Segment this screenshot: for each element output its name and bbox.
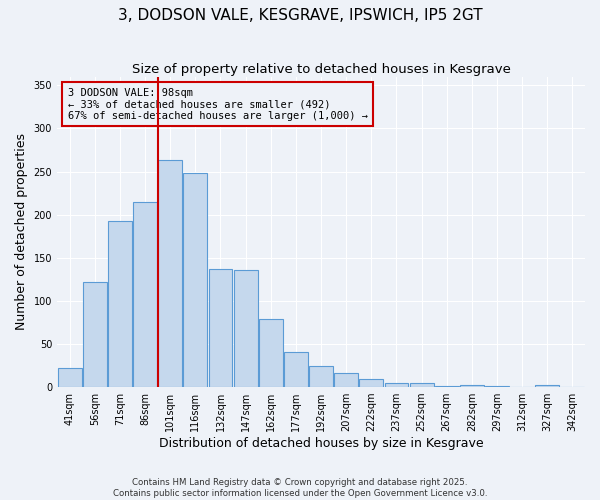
Bar [133, 202, 157, 387]
Bar [158, 160, 182, 387]
Bar [535, 386, 559, 387]
Bar [259, 319, 283, 387]
Bar [485, 386, 509, 387]
Bar [385, 383, 409, 387]
Y-axis label: Number of detached properties: Number of detached properties [15, 134, 28, 330]
Bar [284, 352, 308, 387]
Bar [460, 386, 484, 387]
Bar [233, 270, 257, 387]
Bar [410, 383, 434, 387]
Bar [209, 269, 232, 387]
Bar [435, 386, 458, 387]
X-axis label: Distribution of detached houses by size in Kesgrave: Distribution of detached houses by size … [159, 437, 484, 450]
Bar [334, 374, 358, 387]
Text: Contains HM Land Registry data © Crown copyright and database right 2025.
Contai: Contains HM Land Registry data © Crown c… [113, 478, 487, 498]
Text: 3, DODSON VALE, KESGRAVE, IPSWICH, IP5 2GT: 3, DODSON VALE, KESGRAVE, IPSWICH, IP5 2… [118, 8, 482, 22]
Bar [108, 220, 132, 387]
Bar [58, 368, 82, 387]
Bar [184, 173, 207, 387]
Text: 3 DODSON VALE: 98sqm
← 33% of detached houses are smaller (492)
67% of semi-deta: 3 DODSON VALE: 98sqm ← 33% of detached h… [68, 88, 368, 120]
Title: Size of property relative to detached houses in Kesgrave: Size of property relative to detached ho… [131, 62, 511, 76]
Bar [309, 366, 333, 387]
Bar [359, 380, 383, 387]
Bar [83, 282, 107, 387]
